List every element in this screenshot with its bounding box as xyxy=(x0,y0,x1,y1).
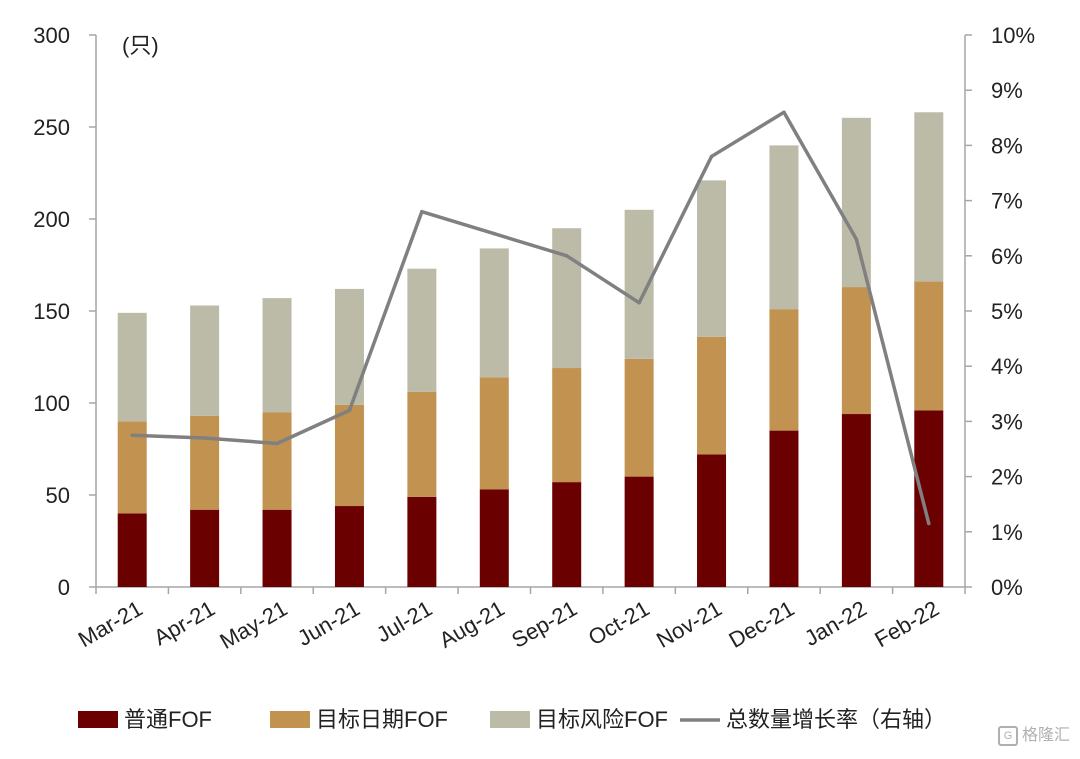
bar-segment xyxy=(914,410,944,587)
bars xyxy=(117,112,944,587)
bar-segment xyxy=(479,248,509,378)
growth-line-point xyxy=(130,433,135,438)
bar-segment xyxy=(841,414,871,587)
growth-line-point xyxy=(564,254,569,258)
bar-segment xyxy=(262,509,292,587)
right-tick-label: 9% xyxy=(991,78,1023,103)
bar-segment xyxy=(117,513,147,587)
legend-swatch xyxy=(490,711,530,728)
x-tick-label: Feb-22 xyxy=(870,596,943,653)
bar-segment xyxy=(624,358,654,477)
growth-line-point xyxy=(782,110,786,115)
x-tick-label: Jun-21 xyxy=(293,596,364,651)
bar-segment xyxy=(334,404,364,507)
right-tick-label: 3% xyxy=(991,409,1023,434)
growth-line-point xyxy=(347,408,352,413)
bar-segment xyxy=(334,506,364,587)
bar-segment xyxy=(190,305,220,416)
watermark-icon: G xyxy=(997,726,1018,746)
right-tick-label: 2% xyxy=(991,465,1023,490)
bar-segment xyxy=(697,454,727,587)
bar-segment xyxy=(190,509,220,587)
bar-segment xyxy=(479,489,509,587)
x-tick-label: Jan-22 xyxy=(800,596,871,651)
left-tick-label: 150 xyxy=(33,299,70,324)
bar-segment xyxy=(407,268,437,392)
bar-segment xyxy=(262,412,292,510)
bar-segment xyxy=(769,309,799,431)
bar-segment xyxy=(552,482,582,587)
legend-label: 普通FOF xyxy=(124,707,212,732)
x-tick-label: Dec-21 xyxy=(725,596,799,653)
x-tick-label: Apr-21 xyxy=(149,596,219,651)
bar-segment xyxy=(914,112,944,282)
legend-label: 总数量增长率（右轴） xyxy=(726,707,946,732)
bar-segment xyxy=(262,298,292,413)
legend-swatch xyxy=(270,711,310,728)
bar-segment xyxy=(697,180,727,337)
growth-line-point xyxy=(420,209,424,214)
legend-label: 目标日期FOF xyxy=(316,707,448,732)
right-tick-label: 1% xyxy=(991,520,1023,545)
bar-segment xyxy=(552,228,582,369)
bar-segment xyxy=(190,415,220,510)
legend-swatch xyxy=(78,711,118,728)
right-tick-label: 4% xyxy=(991,354,1023,379)
left-tick-label: 100 xyxy=(33,391,70,416)
x-tick-label: Aug-21 xyxy=(435,596,509,653)
left-tick-label: 300 xyxy=(33,23,70,48)
legend: 普通FOF 目标日期FOF 目标风险FOF 总数量增长率（右轴） xyxy=(78,707,946,732)
bar-segment xyxy=(117,312,147,422)
left-tick-label: 0 xyxy=(58,575,70,600)
right-tick-label: 0% xyxy=(991,575,1023,600)
left-tick-label: 250 xyxy=(33,115,70,140)
bar-segment xyxy=(914,281,944,411)
bar-segment xyxy=(697,336,727,455)
x-tick-label: Oct-21 xyxy=(584,596,654,651)
bar-segment xyxy=(407,391,437,497)
right-tick-label: 5% xyxy=(991,299,1023,324)
y-left-unit-label: (只) xyxy=(122,33,159,58)
x-tick-label: Jul-21 xyxy=(372,596,436,648)
growth-line-point xyxy=(492,231,497,236)
x-tick-label: Nov-21 xyxy=(652,596,726,653)
bar-segment xyxy=(624,476,654,587)
bar-segment xyxy=(769,145,799,310)
bar-segment xyxy=(479,377,509,490)
legend-label: 目标风险FOF xyxy=(536,707,668,732)
x-tick-label: Sep-21 xyxy=(507,596,581,653)
right-tick-label: 7% xyxy=(991,189,1023,214)
growth-line-point xyxy=(926,521,931,526)
bar-segment xyxy=(841,287,871,415)
growth-line-point xyxy=(854,237,859,242)
watermark: G 格隆汇 xyxy=(997,721,1070,746)
left-tick-label: 50 xyxy=(46,483,70,508)
growth-line-path xyxy=(132,110,931,524)
bar-segment xyxy=(841,117,871,288)
right-tick-label: 10% xyxy=(991,23,1035,48)
right-tick-label: 8% xyxy=(991,133,1023,158)
bar-segment xyxy=(407,496,437,587)
bar-segment xyxy=(769,430,799,587)
left-tick-label: 200 xyxy=(33,207,70,232)
growth-line-point xyxy=(637,300,641,305)
bar-segment xyxy=(552,368,582,483)
growth-line-point xyxy=(709,154,714,159)
watermark-text: 格隆汇 xyxy=(1021,727,1070,745)
x-tick-label: Mar-21 xyxy=(74,596,147,652)
growth-line-point xyxy=(202,436,207,440)
growth-line-point xyxy=(275,441,279,446)
growth-line xyxy=(130,110,931,526)
right-tick-label: 6% xyxy=(991,244,1023,269)
x-tick-label: May-21 xyxy=(216,596,292,654)
axes: 0 50 100 150 200 250 300 0% 1% 2% 3% 4% 5% 6% 7% 8% 9% 10… xyxy=(33,23,1035,654)
